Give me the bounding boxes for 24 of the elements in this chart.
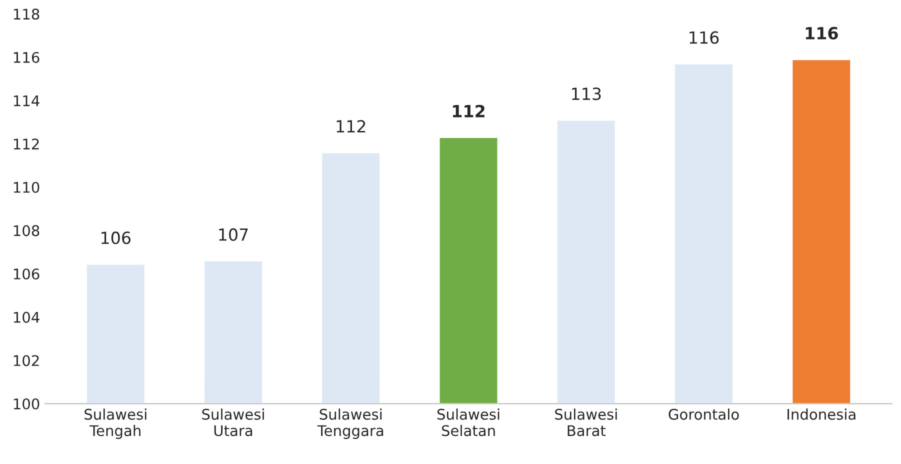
y-tick-label: 116	[14, 52, 40, 63]
y-tick-label: 112	[14, 138, 39, 150]
data-label: 116	[806, 26, 838, 40]
data-label: 106	[102, 232, 130, 244]
x-tick-label: Gorontalo	[668, 408, 739, 420]
y-tick-label: 102	[14, 355, 39, 366]
y-tick-label: 108	[14, 225, 40, 236]
data-label: 113	[572, 88, 601, 100]
x-tick-label: Sulawesi Tenggara	[317, 408, 384, 439]
x-tick-label: Sulawesi Utara	[202, 408, 264, 436]
x-tick-label: Sulawesi Selatan	[437, 408, 500, 436]
x-tick-label: Sulawesi Barat	[555, 408, 617, 436]
y-tick-label: 114	[14, 95, 40, 106]
y-tick-label: 106	[14, 268, 40, 280]
y-tick-label: 100	[14, 398, 40, 410]
x-tick-label: Indonesia	[788, 408, 856, 420]
y-tick-label: 110	[14, 182, 40, 193]
y-tick-label: 118	[14, 8, 40, 20]
data-label: 116	[690, 31, 719, 44]
x-tick-label: Sulawesi Tengah	[84, 408, 146, 439]
data-label: 107	[219, 228, 248, 241]
y-tick-label: 104	[14, 312, 40, 323]
data-label: 112	[453, 104, 484, 118]
data-label: 112	[336, 120, 366, 132]
